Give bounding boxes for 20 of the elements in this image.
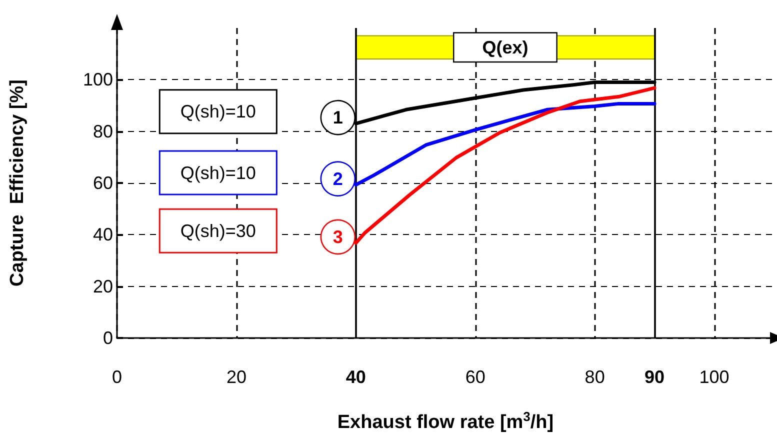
y-tick-label: 20 xyxy=(92,276,113,296)
y-tick-label: 80 xyxy=(92,121,113,142)
x-tick-label: 80 xyxy=(584,367,605,387)
annotation: Q(sh)=10 xyxy=(180,102,256,122)
x-tick-label: 60 xyxy=(465,367,486,387)
y-tick-label: 100 xyxy=(82,70,113,90)
series-label: 2 xyxy=(332,168,343,189)
x-tick-label: 40 xyxy=(346,367,366,387)
annotation: Q(sh)=10 xyxy=(180,162,256,183)
band-label: Q(ex) xyxy=(482,37,528,58)
annotation: Q(sh)=30 xyxy=(180,220,256,241)
x-tick-label: 20 xyxy=(226,367,246,387)
y-tick-label: 0 xyxy=(102,328,113,348)
y-tick-label: 60 xyxy=(92,173,113,193)
y-axis-title: Capture Efficiency [%] xyxy=(7,80,28,286)
series-label: 1 xyxy=(332,108,343,128)
x-tick-label: 100 xyxy=(699,367,730,387)
x-tick-label: 90 xyxy=(644,367,665,387)
series-label: 3 xyxy=(332,226,343,247)
y-tick-label: 40 xyxy=(92,224,113,245)
